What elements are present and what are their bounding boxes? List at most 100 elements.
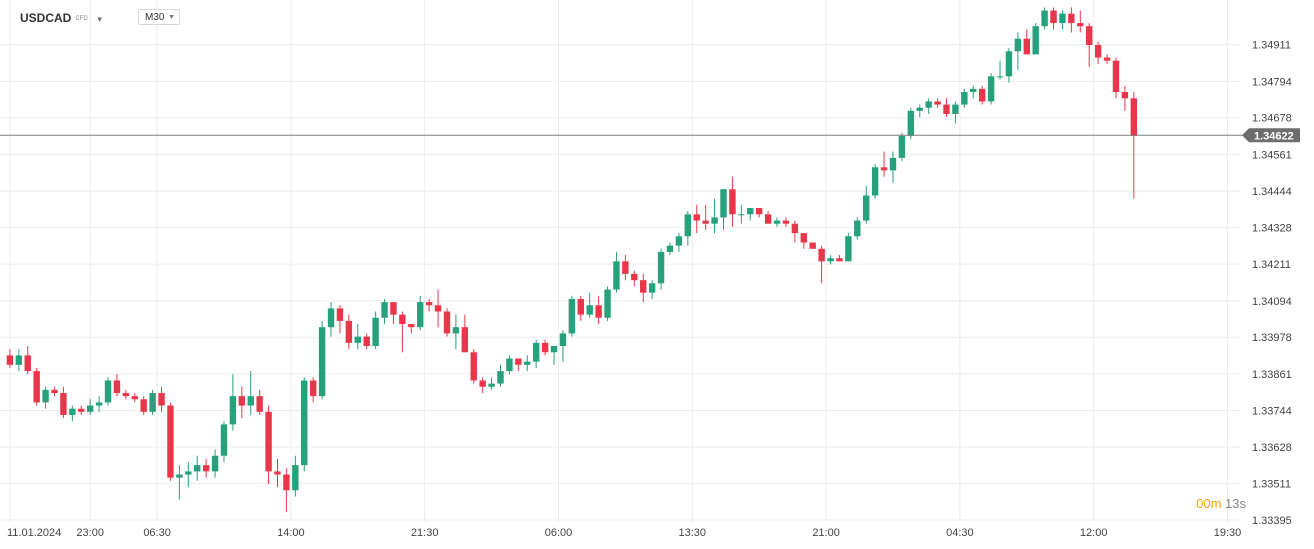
candle-up xyxy=(773,217,781,227)
candle-down xyxy=(51,386,58,397)
candle-down xyxy=(818,245,825,284)
candle-body xyxy=(568,298,576,334)
y-tick-label: 1.34211 xyxy=(1252,259,1291,271)
candle-body xyxy=(889,157,897,171)
candle-body xyxy=(408,324,415,328)
candle-down xyxy=(1112,57,1120,99)
candle-down xyxy=(283,468,290,513)
candle-body xyxy=(301,380,308,466)
candle-series xyxy=(6,7,1138,513)
candle-body xyxy=(595,305,602,318)
candle-body xyxy=(898,135,906,158)
candle-body xyxy=(675,236,683,246)
candle-body xyxy=(541,342,549,353)
candle-down xyxy=(202,458,210,478)
candle-down xyxy=(140,396,147,415)
candle-body xyxy=(399,314,406,325)
candle-up xyxy=(452,314,460,350)
candle-body xyxy=(702,220,709,224)
candle-down xyxy=(1023,29,1030,55)
candle-up xyxy=(666,242,674,256)
candle-down xyxy=(791,220,799,243)
candle-body xyxy=(158,393,165,406)
current-price-marker: 1.34622 xyxy=(0,128,1300,143)
candle-body xyxy=(952,104,959,114)
candle-body xyxy=(95,402,103,406)
chevron-down-icon: ▼ xyxy=(168,13,175,21)
candle-body xyxy=(488,383,495,387)
candle-body xyxy=(149,393,156,412)
candle-down xyxy=(479,377,486,394)
candle-body xyxy=(631,273,638,281)
candle-down xyxy=(336,305,344,334)
candle-up xyxy=(327,302,335,337)
candle-body xyxy=(871,167,879,196)
candle-down xyxy=(764,211,772,224)
candle-body xyxy=(506,358,513,372)
candle-down xyxy=(1121,85,1129,111)
symbol-selector[interactable]: USDCAD CFD ▼ xyxy=(20,11,104,25)
candle-down xyxy=(167,402,174,481)
candle-body xyxy=(86,405,94,412)
candle-body xyxy=(764,214,772,224)
candle-down xyxy=(1103,54,1111,64)
candle-down xyxy=(470,349,477,384)
candle-up xyxy=(372,311,379,350)
candle-body xyxy=(532,342,540,362)
candle-body xyxy=(729,189,736,215)
candle-body xyxy=(131,396,138,400)
candle-body xyxy=(559,333,567,346)
candle-body xyxy=(1121,92,1129,99)
candle-body xyxy=(417,302,424,328)
candle-down xyxy=(24,345,31,375)
candle-body xyxy=(1023,38,1030,55)
candle-down xyxy=(345,314,353,350)
candle-body xyxy=(309,380,317,397)
candle-body xyxy=(978,88,986,102)
candle-body xyxy=(1112,60,1120,93)
candle-body xyxy=(479,380,486,387)
y-tick-label: 1.34911 xyxy=(1252,40,1291,52)
candle-up xyxy=(506,355,513,375)
candle-down xyxy=(541,339,549,356)
candle-up xyxy=(247,371,254,415)
timeframe-label: M30 xyxy=(145,11,165,23)
candle-down xyxy=(943,98,950,118)
candle-down xyxy=(1094,41,1102,64)
candle-up xyxy=(747,208,754,221)
grid-lines xyxy=(0,0,1240,522)
candle-down xyxy=(693,204,700,234)
x-tick-label: 21:00 xyxy=(812,527,840,539)
candle-body xyxy=(640,280,647,293)
candle-down xyxy=(461,314,469,353)
timeframe-selector[interactable]: M30 ▼ xyxy=(138,9,180,25)
candle-body xyxy=(854,220,861,237)
candle-up xyxy=(550,345,558,365)
candle-body xyxy=(345,320,353,343)
candle-body xyxy=(33,371,40,403)
candle-down xyxy=(399,311,406,353)
candle-body xyxy=(104,380,112,403)
symbol-type: CFD xyxy=(75,16,88,22)
candle-down xyxy=(390,302,397,325)
candle-down xyxy=(515,358,522,372)
candle-body xyxy=(738,214,745,216)
candle-up xyxy=(86,399,94,415)
candle-body xyxy=(1086,26,1093,45)
candle-body xyxy=(327,308,335,328)
candle-down xyxy=(800,233,807,249)
x-tick-label: 06:00 xyxy=(545,527,573,539)
candle-body xyxy=(577,298,584,315)
candle-up xyxy=(532,339,540,368)
candle-countdown: 00m 13s xyxy=(1196,496,1246,511)
y-tick-label: 1.34561 xyxy=(1252,149,1292,161)
candle-up xyxy=(176,465,183,500)
y-tick-label: 1.34094 xyxy=(1252,296,1292,308)
candle-body xyxy=(363,336,370,346)
candle-up xyxy=(488,377,495,390)
candle-body xyxy=(827,258,834,262)
candle-body xyxy=(167,405,174,478)
candle-body xyxy=(265,411,272,472)
candle-up xyxy=(497,364,504,387)
